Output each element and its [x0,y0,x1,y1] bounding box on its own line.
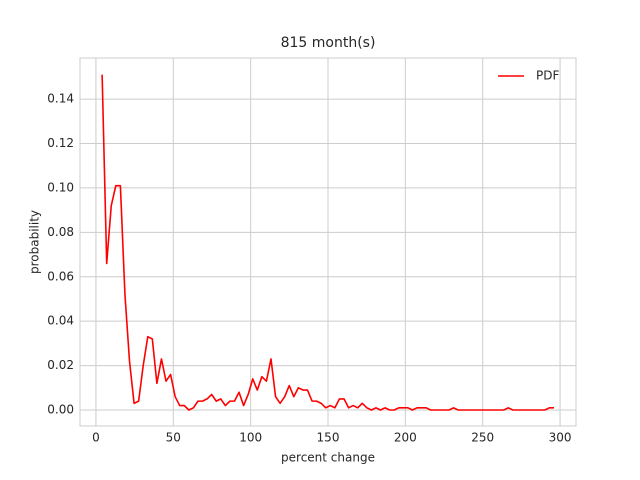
x-tick-label: 300 [549,431,572,445]
x-tick-label: 100 [239,431,262,445]
x-tick-label: 50 [166,431,181,445]
plot-frame [79,57,577,427]
x-tick-label: 200 [394,431,417,445]
y-tick-label: 0.06 [47,269,74,283]
y-axis-label: probability [28,210,42,274]
x-tick-label: 150 [317,431,340,445]
y-tick-label: 0.02 [47,358,74,372]
x-tick-label: 250 [471,431,494,445]
y-tick-label: 0.14 [47,92,74,106]
y-tick-label: 0.10 [47,180,74,194]
chart-title: 815 month(s) [281,35,376,51]
y-tick-label: 0.00 [47,403,74,417]
y-tick-label: 0.08 [47,225,74,239]
x-axis-label: percent change [281,451,375,465]
x-tick-label: 0 [92,431,100,445]
data-line [101,74,554,411]
y-tick-label: 0.12 [47,136,74,150]
legend-label: PDF [536,69,559,83]
y-tick-label: 0.04 [47,314,74,328]
